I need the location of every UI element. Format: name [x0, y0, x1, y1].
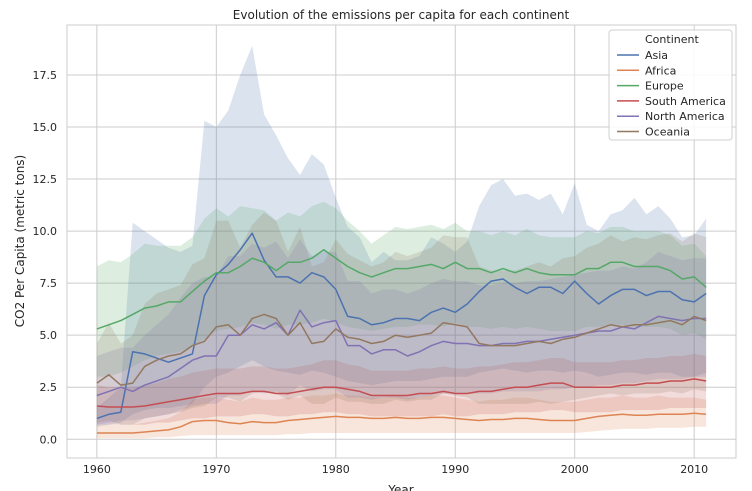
confidence-bands	[96, 45, 707, 439]
x-axis-label: Year	[387, 483, 413, 491]
legend-label-oceania: Oceania	[645, 126, 690, 139]
x-tick-label: 1960	[83, 463, 111, 476]
legend-label-europe: Europe	[645, 80, 684, 93]
y-tick-label: 7.5	[40, 277, 58, 290]
x-tick-label: 1970	[202, 463, 230, 476]
band-asia	[96, 45, 707, 427]
x-axis-ticks: 1960 1970 1980 1990 2000 2010	[83, 463, 708, 476]
x-tick-label: 2010	[680, 463, 708, 476]
line-europe	[96, 249, 707, 330]
line-south-america	[96, 378, 707, 408]
band-africa	[96, 393, 707, 439]
y-tick-label: 15.0	[33, 121, 58, 134]
y-axis-ticks: 0.0 2.5 5.0 7.5 10.0 12.5 15.0 17.5	[33, 69, 58, 446]
line-asia	[96, 232, 707, 420]
y-tick-label: 5.0	[40, 329, 58, 342]
y-tick-label: 17.5	[33, 69, 58, 82]
y-tick-label: 12.5	[33, 173, 58, 186]
legend-title: Continent	[645, 33, 699, 46]
legend-box	[608, 29, 733, 141]
line-north-america	[96, 309, 707, 397]
legend-items: Asia Africa Europe South America North Ameri…	[617, 49, 726, 139]
legend: Continent Asia Africa Europe South America N…	[608, 29, 733, 141]
y-tick-label: 0.0	[40, 433, 58, 446]
x-tick-label: 1980	[322, 463, 350, 476]
y-axis-label: CO2 Per Capita (metric tons)	[13, 155, 27, 328]
chart-title: Evolution of the emissions per capita fo…	[233, 8, 570, 22]
y-tick-label: 10.0	[33, 225, 58, 238]
band-north-america	[96, 239, 707, 425]
legend-label-north-america: North America	[645, 110, 725, 123]
legend-label-africa: Africa	[645, 64, 676, 77]
line-africa	[96, 412, 707, 434]
line-oceania	[96, 313, 707, 386]
legend-label-asia: Asia	[645, 49, 668, 62]
y-tick-label: 2.5	[40, 381, 58, 394]
band-south-america	[96, 353, 707, 425]
legend-label-south-america: South America	[645, 95, 726, 108]
series-lines	[96, 232, 707, 434]
x-tick-label: 1990	[441, 463, 469, 476]
x-tick-label: 2000	[561, 463, 589, 476]
band-europe	[96, 201, 707, 377]
